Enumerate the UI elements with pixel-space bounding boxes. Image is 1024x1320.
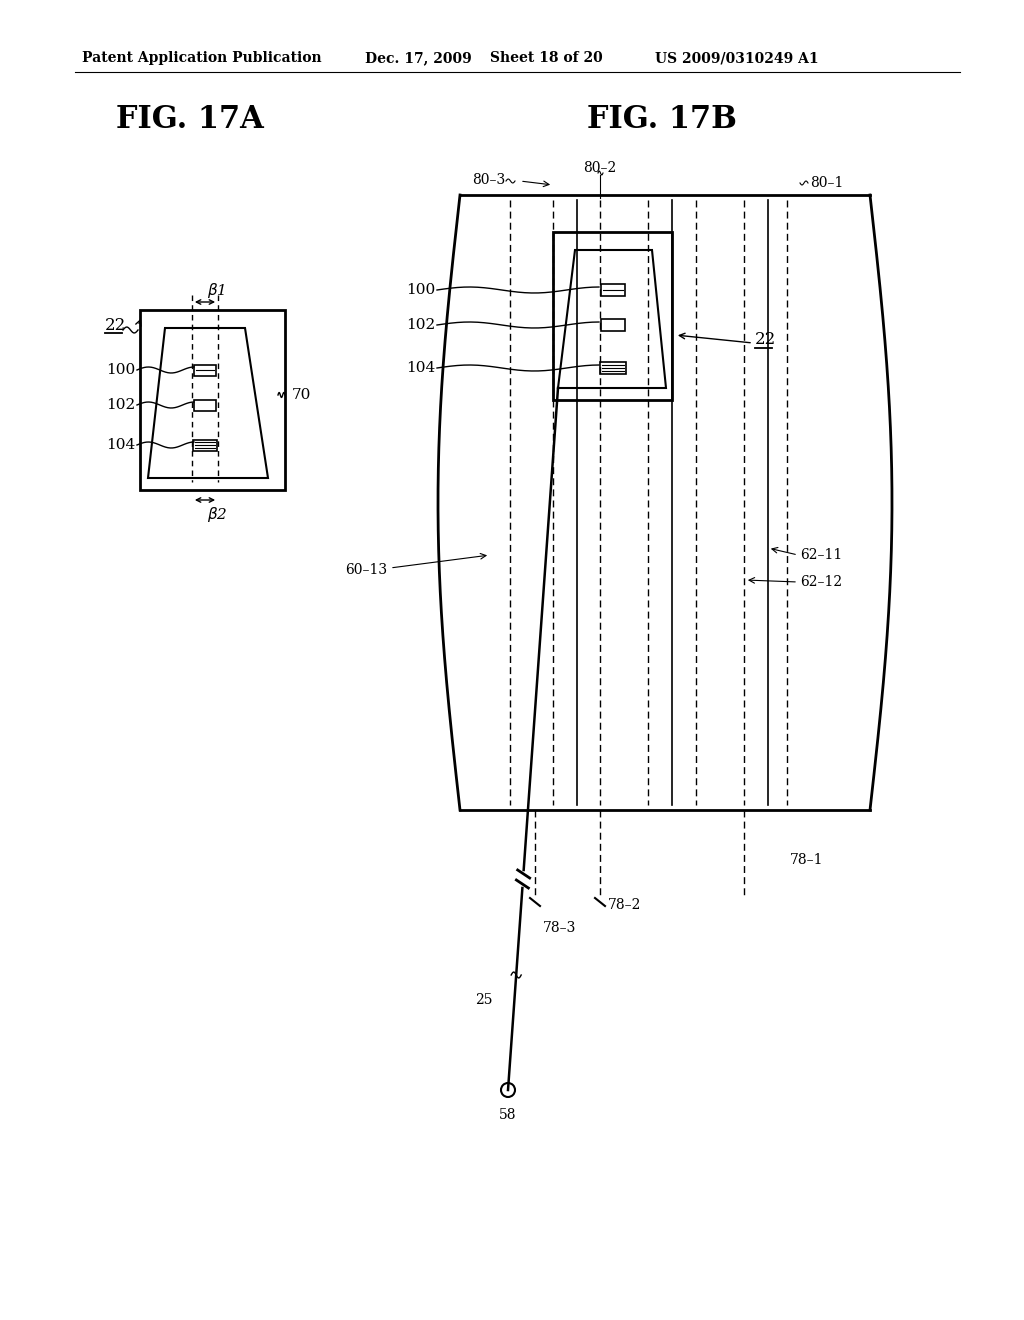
Text: 25: 25 — [475, 993, 493, 1007]
Text: 104: 104 — [105, 438, 135, 451]
Text: 22: 22 — [105, 317, 126, 334]
Text: 78–2: 78–2 — [608, 898, 641, 912]
Text: $\beta$2: $\beta$2 — [207, 506, 227, 524]
Text: 80–1: 80–1 — [810, 176, 844, 190]
Text: 102: 102 — [105, 399, 135, 412]
Text: 78–1: 78–1 — [790, 853, 823, 867]
Text: US 2009/0310249 A1: US 2009/0310249 A1 — [655, 51, 818, 65]
Text: 70: 70 — [292, 388, 311, 403]
Text: 80–2: 80–2 — [584, 161, 616, 176]
Text: FIG. 17B: FIG. 17B — [587, 104, 737, 136]
Text: 80–3: 80–3 — [472, 173, 505, 187]
Text: 100: 100 — [105, 363, 135, 378]
Text: 60–13: 60–13 — [345, 564, 387, 577]
Text: 62–12: 62–12 — [800, 576, 842, 589]
Text: 104: 104 — [406, 360, 435, 375]
Text: 78–3: 78–3 — [543, 921, 577, 935]
Text: 100: 100 — [406, 282, 435, 297]
Text: 22: 22 — [755, 331, 776, 348]
Text: $\beta$1: $\beta$1 — [207, 281, 225, 301]
Text: Sheet 18 of 20: Sheet 18 of 20 — [490, 51, 603, 65]
Text: 62–11: 62–11 — [800, 548, 843, 562]
Text: FIG. 17A: FIG. 17A — [116, 104, 264, 136]
Text: Dec. 17, 2009: Dec. 17, 2009 — [365, 51, 472, 65]
Text: Patent Application Publication: Patent Application Publication — [82, 51, 322, 65]
Text: 102: 102 — [406, 318, 435, 333]
Text: 58: 58 — [500, 1107, 517, 1122]
